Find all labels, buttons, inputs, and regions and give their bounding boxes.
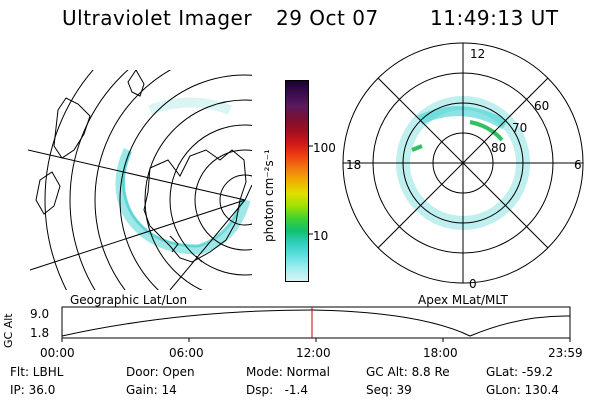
date-label: 29 Oct 07 [276,6,379,30]
xtick-1800: 18:00 [423,346,458,360]
altitude-ylabel: GC Alt [2,313,15,348]
mlt-label-6: 6 [574,158,582,172]
mlat-label-60: 60 [534,99,550,113]
mlat-label-70: 70 [512,121,528,135]
xtick-2359: 23:59 [548,346,583,360]
xtick-0600: 06:00 [169,346,204,360]
info-mode: Mode: Normal [246,365,330,379]
info-gain: Gain: 14 [126,383,177,397]
info-glat: GLat: -59.2 [486,365,553,379]
info-flt: Flt: LBHL [10,365,64,379]
time-label: 11:49:13 UT [430,6,559,30]
colorbar [285,80,309,282]
instrument-title: Ultraviolet Imager [62,6,253,30]
colorbar-tick-marks [308,145,313,235]
xtick-0000: 00:00 [40,346,75,360]
info-dsp: Dsp: -1.4 [246,383,309,397]
geographic-label: Geographic Lat/Lon [70,293,188,307]
mlat-label-80: 80 [491,141,507,155]
info-door: Door: Open [126,365,195,379]
info-glon: GLon: 130.4 [486,383,559,397]
info-gc-alt: GC Alt: 8.8 Re [366,365,450,379]
altitude-ytick-1-8: 1.8 [30,326,50,340]
colorbar-tick-10: 10 [313,229,329,243]
colorbar-tick-100: 100 [313,141,336,155]
mlt-label-0: 0 [469,277,477,291]
altitude-ytick-9: 9.0 [30,307,50,321]
mlt-label-12: 12 [470,47,486,61]
mlt-label-18: 18 [346,158,362,172]
info-seq: Seq: 39 [366,383,412,397]
polar-label: Apex MLat/MLT [418,293,508,307]
info-ip: IP: 36.0 [10,383,56,397]
xtick-1200: 12:00 [296,346,331,360]
